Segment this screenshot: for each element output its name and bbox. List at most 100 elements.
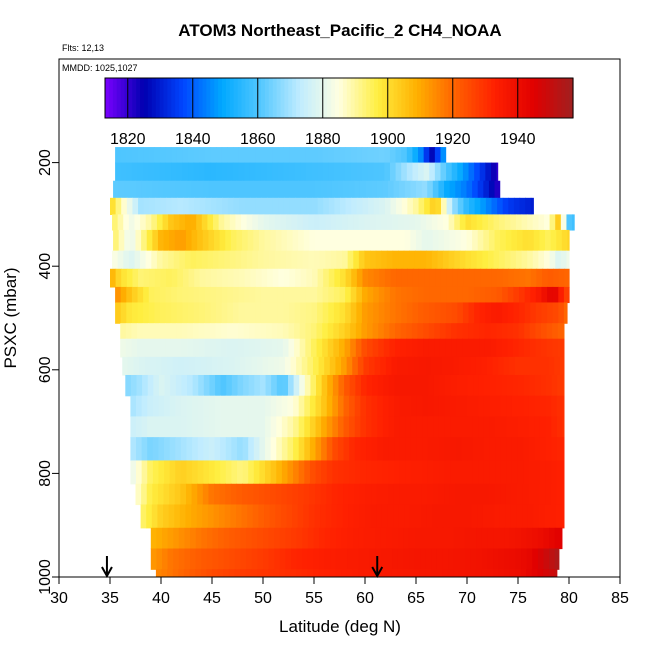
heatmap-cell xyxy=(298,395,305,418)
heatmap-cell xyxy=(369,356,376,376)
heatmap-cell xyxy=(180,416,188,438)
heatmap-cell xyxy=(447,356,454,376)
heatmap-cell xyxy=(450,374,457,397)
heatmap-cell xyxy=(253,437,261,462)
heatmap-cell xyxy=(249,323,256,340)
heatmap-cell xyxy=(242,395,249,418)
heatmap-cell xyxy=(563,338,565,358)
heatmap-cell xyxy=(315,395,322,418)
heatmap-cell xyxy=(367,323,374,340)
heatmap-cell xyxy=(448,250,455,270)
heatmap-cell xyxy=(216,302,223,324)
heatmap-cell xyxy=(412,286,419,304)
heatmap-cell xyxy=(176,338,183,358)
colorbar-swatch xyxy=(417,78,422,118)
heatmap-cell xyxy=(504,527,511,550)
heatmap-cell xyxy=(399,483,406,506)
heatmap-cell xyxy=(242,483,249,506)
heatmap-cell xyxy=(322,162,329,182)
heatmap-cell xyxy=(282,323,290,340)
colorbar-swatch xyxy=(323,78,328,118)
heatmap-cell xyxy=(478,437,485,462)
heatmap-cell xyxy=(436,548,444,570)
heatmap-cell xyxy=(143,268,150,288)
heatmap-cell xyxy=(154,197,162,215)
colorbar-swatch xyxy=(389,78,395,118)
heatmap-cell xyxy=(437,250,444,270)
heatmap-cell xyxy=(506,416,513,438)
heatmap-cell xyxy=(176,323,183,340)
heatmap-cell xyxy=(381,214,388,231)
heatmap-cell xyxy=(557,323,564,340)
heatmap-cell xyxy=(326,395,333,418)
heatmap-cell xyxy=(410,483,417,506)
heatmap-cell xyxy=(401,286,408,304)
heatmap-cell xyxy=(309,416,317,438)
heatmap-cell xyxy=(467,437,474,462)
heatmap-cell xyxy=(386,548,393,570)
heatmap-cell xyxy=(146,504,153,529)
heatmap-cell xyxy=(280,504,288,529)
heatmap-cell xyxy=(429,302,436,324)
colorbar-swatch xyxy=(155,78,161,118)
heatmap-cell xyxy=(455,460,462,485)
heatmap-cell xyxy=(210,286,217,304)
heatmap-cell xyxy=(479,286,486,304)
heatmap-cell xyxy=(517,460,524,485)
heatmap-cell xyxy=(359,229,367,252)
heatmap-cell xyxy=(502,197,509,215)
heatmap-cell xyxy=(337,437,345,462)
heatmap-cell xyxy=(556,437,563,462)
heatmap-cell xyxy=(258,483,266,506)
heatmap-cell xyxy=(289,147,296,164)
heatmap-cell xyxy=(341,356,348,376)
heatmap-cell xyxy=(421,483,428,506)
heatmap-cell xyxy=(468,338,475,358)
heatmap-cell xyxy=(123,214,130,231)
heatmap-cell xyxy=(286,483,294,506)
heatmap-cell xyxy=(382,395,390,418)
heatmap-cell xyxy=(161,569,168,577)
heatmap-cell xyxy=(425,527,432,550)
heatmap-cell xyxy=(375,250,382,270)
heatmap-cell xyxy=(458,356,466,376)
heatmap-cell xyxy=(444,180,451,199)
heatmap-cell xyxy=(337,395,345,418)
heatmap-cell xyxy=(453,527,460,550)
heatmap-cell xyxy=(418,197,425,215)
heatmap-cell xyxy=(344,374,351,397)
heatmap-cell xyxy=(304,460,311,485)
colorbar-swatch xyxy=(456,78,461,118)
heatmap-cell xyxy=(156,548,163,570)
heatmap-cell xyxy=(275,180,282,199)
heatmap-cell xyxy=(192,437,199,462)
heatmap-cell xyxy=(157,483,165,506)
heatmap-row-1 xyxy=(115,162,499,182)
heatmap-cell xyxy=(176,162,184,182)
heatmap-cell xyxy=(244,268,251,288)
heatmap-cell xyxy=(251,527,258,550)
heatmap-cell xyxy=(136,460,143,485)
colorbar-swatch xyxy=(253,78,258,118)
x-tick-label: 30 xyxy=(50,590,68,607)
heatmap-cell xyxy=(417,374,424,397)
heatmap-cell xyxy=(313,548,320,570)
heatmap-cell xyxy=(255,162,262,182)
heatmap-cell xyxy=(417,323,424,340)
heatmap-cell xyxy=(215,338,222,358)
heatmap-cell xyxy=(306,197,313,215)
heatmap-cell xyxy=(423,323,430,340)
heatmap-cell xyxy=(538,250,545,270)
heatmap-cell xyxy=(496,338,503,358)
heatmap-cell xyxy=(174,180,181,199)
heatmap-cell xyxy=(259,437,266,462)
heatmap-cell xyxy=(442,548,449,570)
heatmap-cell xyxy=(163,229,170,252)
heatmap-cell xyxy=(530,268,537,288)
x-tick-label: 40 xyxy=(152,590,170,607)
heatmap-cell xyxy=(209,374,216,397)
heatmap-cell xyxy=(337,483,344,506)
heatmap-cell xyxy=(509,356,516,376)
heatmap-cell xyxy=(246,548,253,570)
heatmap-cell xyxy=(360,460,367,485)
